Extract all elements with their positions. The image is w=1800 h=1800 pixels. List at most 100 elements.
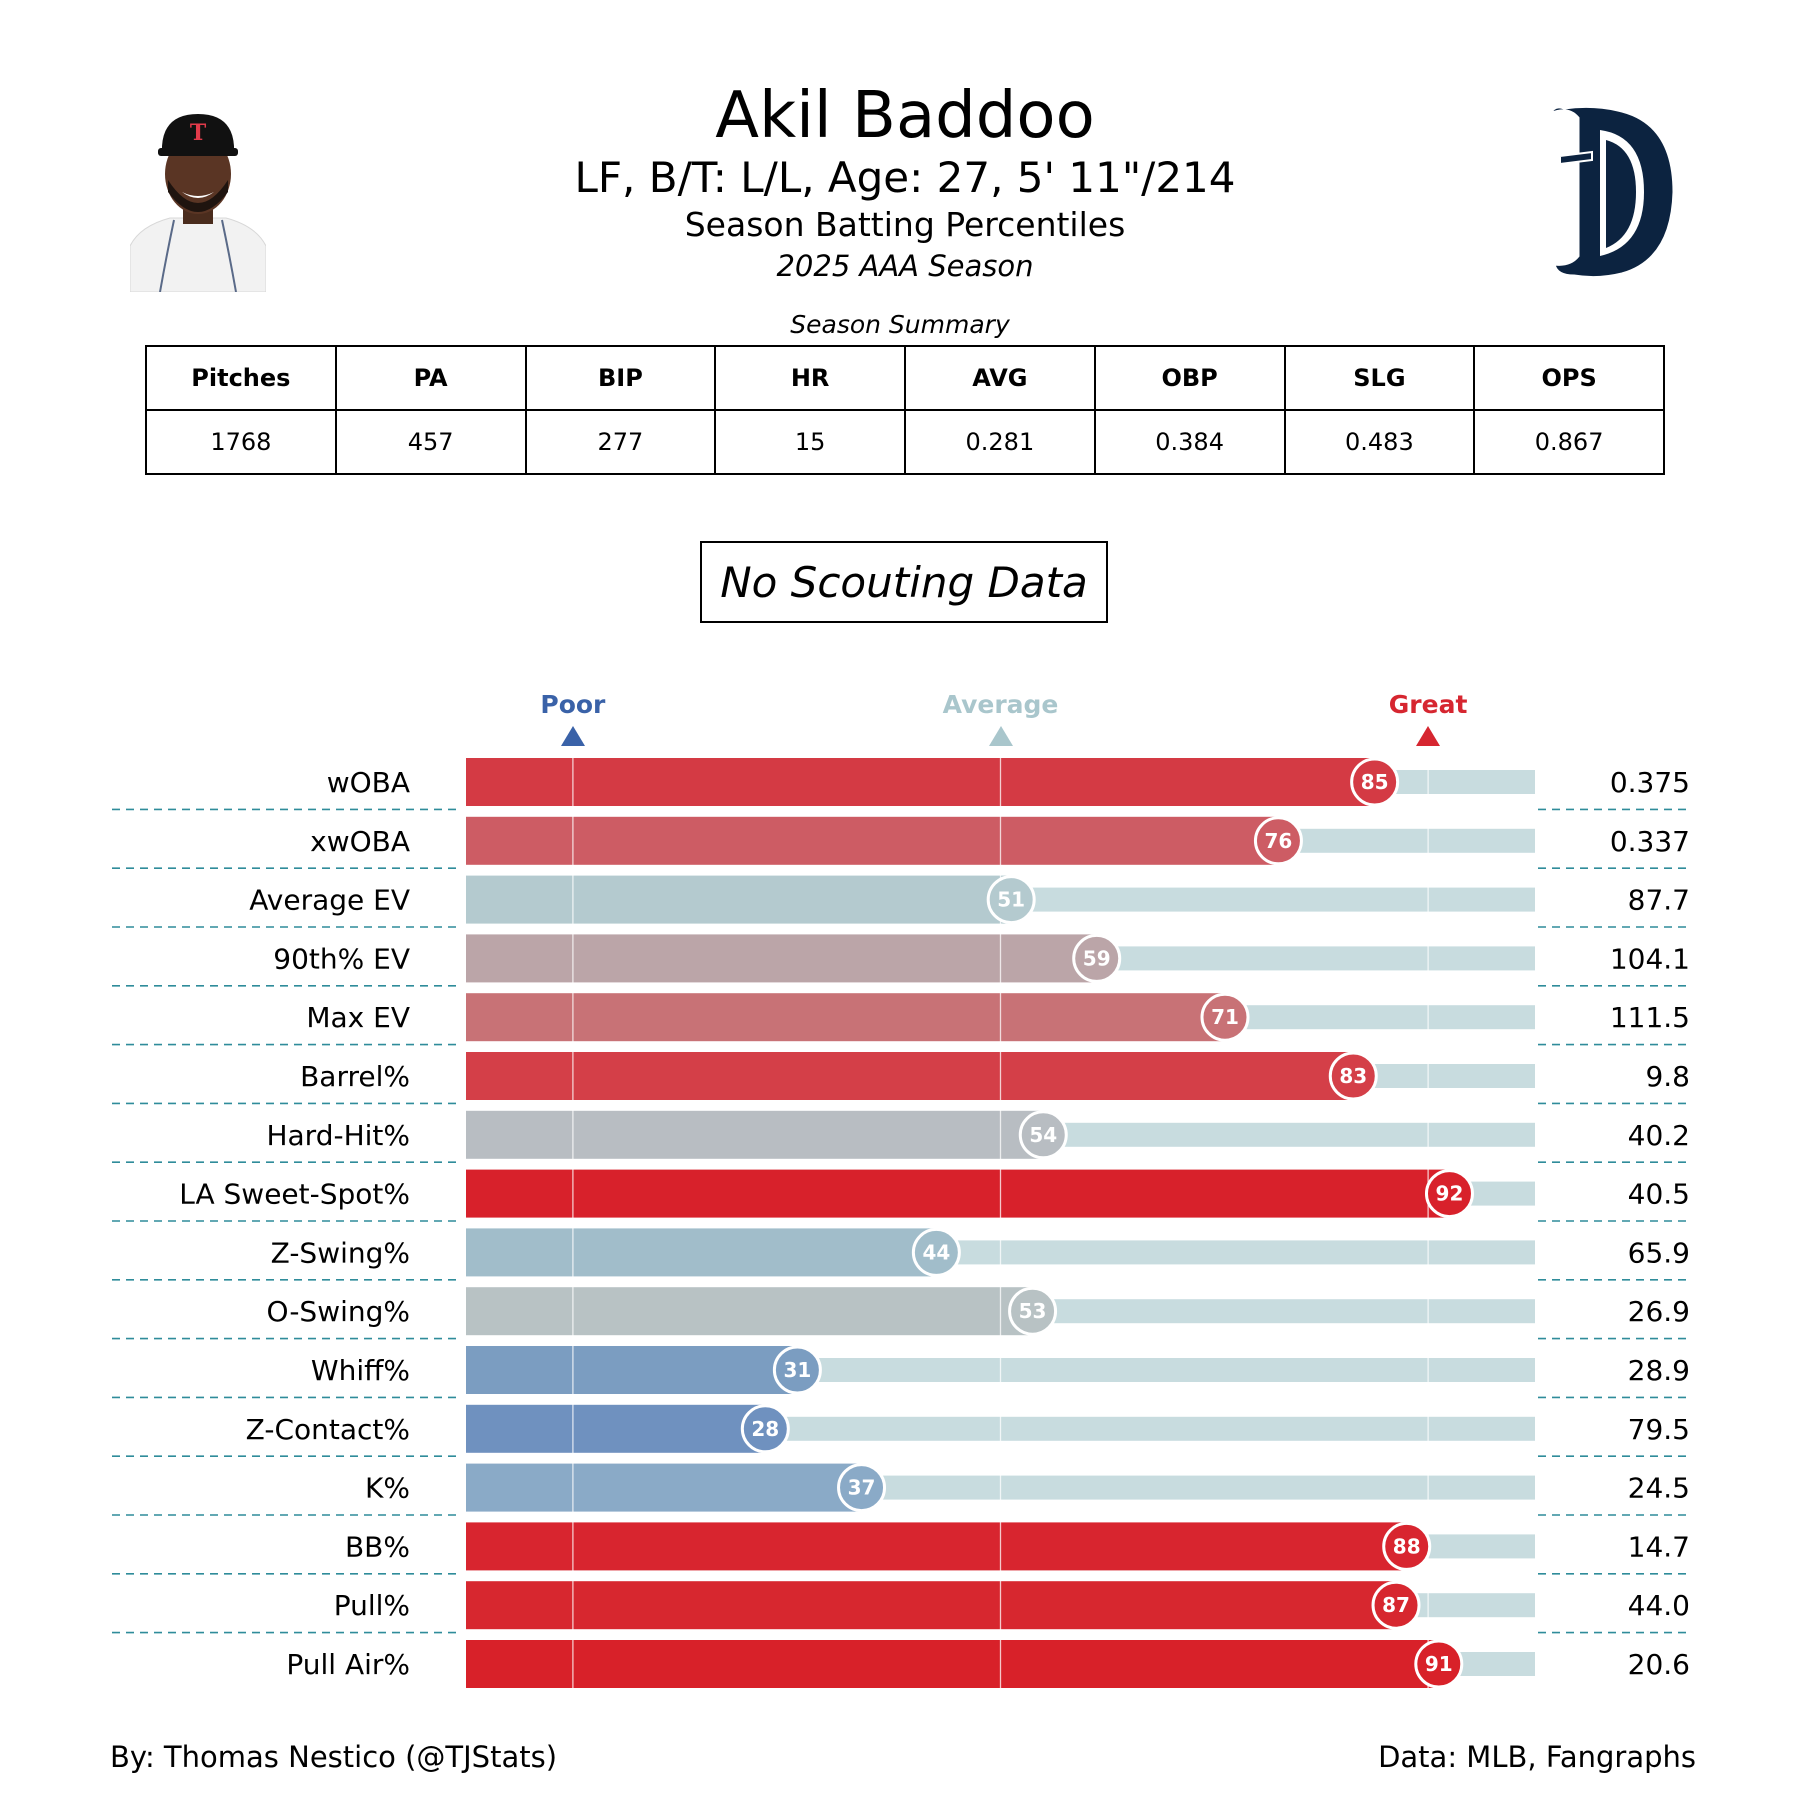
summary-header: AVG: [904, 345, 1096, 411]
percentile-marker: [1018, 1110, 1068, 1160]
metric-value: 44.0: [1628, 1589, 1690, 1622]
percentile-marker: [1382, 1521, 1432, 1571]
summary-header: SLG: [1283, 345, 1476, 411]
metric-label: K%: [365, 1472, 410, 1505]
percentile-label: 54: [1029, 1123, 1057, 1147]
percentile-bar: [466, 758, 1375, 806]
percentile-label: 88: [1393, 1534, 1421, 1558]
player-bio: LF, B/T: L/L, Age: 27, 5' 11"/214: [574, 153, 1236, 202]
summary-value: 0.281: [904, 409, 1096, 475]
metric-value: 104.1: [1610, 942, 1690, 975]
metric-label: Average EV: [249, 884, 410, 917]
metric-label: Max EV: [306, 1001, 410, 1034]
percentile-label: 53: [1019, 1299, 1047, 1323]
summary-header: Pitches: [145, 345, 337, 411]
percentile-marker: [1328, 1051, 1378, 1101]
percentile-bar: [466, 1110, 1044, 1159]
percentile-bar: [466, 1228, 937, 1277]
metric-label: Z-Swing%: [271, 1236, 410, 1269]
team-logo: [1540, 96, 1680, 286]
summary-value: 0.384: [1093, 409, 1286, 475]
percentile-bar: [466, 1052, 1354, 1100]
summary-header: HR: [714, 345, 906, 411]
percentile-marker: [1350, 757, 1400, 807]
svg-text:T: T: [190, 120, 207, 146]
metric-value: 0.375: [1610, 766, 1690, 799]
summary-value: 1768: [145, 409, 337, 475]
percentile-bar: [466, 993, 1225, 1042]
percentile-marker: [740, 1404, 790, 1454]
percentile-label: 37: [848, 1476, 876, 1500]
percentile-marker: [986, 875, 1036, 925]
metric-value: 26.9: [1628, 1295, 1690, 1328]
metric-value: 40.5: [1628, 1178, 1690, 1211]
percentile-marker: [1072, 933, 1122, 983]
percentile-label: 71: [1211, 1005, 1239, 1029]
percentile-bar: [466, 1640, 1439, 1688]
metric-value: 24.5: [1628, 1472, 1690, 1505]
metric-label: Pull%: [334, 1589, 410, 1622]
player-name: Akil Baddoo: [715, 79, 1095, 153]
legend-great-marker: [1416, 726, 1441, 746]
summary-header: PA: [334, 345, 527, 411]
percentile-label: 91: [1425, 1652, 1453, 1676]
percentile-marker: [1008, 1286, 1058, 1336]
metric-value: 0.337: [1610, 825, 1690, 858]
metric-label: Whiff%: [311, 1354, 410, 1387]
summary-header: OPS: [1473, 345, 1665, 411]
player-headshot: T: [130, 108, 266, 292]
percentile-label: 85: [1361, 770, 1389, 794]
summary-value-row: 1768 457 277 15 0.281 0.384 0.483 0.867: [145, 409, 1665, 475]
percentile-bar: [466, 1404, 766, 1453]
summary-value: 15: [714, 409, 906, 475]
percentile-bar: [466, 1522, 1407, 1571]
metric-label: 90th% EV: [273, 942, 410, 975]
percentile-bar: [466, 1287, 1033, 1336]
percentile-label: 92: [1436, 1182, 1464, 1206]
percentile-bar: [466, 1463, 862, 1512]
percentile-bar: [466, 1346, 798, 1394]
metric-label: O-Swing%: [267, 1295, 411, 1328]
metric-value: 65.9: [1628, 1236, 1690, 1269]
percentile-bar: [466, 816, 1279, 865]
season-label: 2025 AAA Season: [776, 249, 1034, 283]
metric-label: xwOBA: [310, 825, 410, 858]
percentile-label: 59: [1083, 946, 1111, 970]
summary-value: 0.867: [1473, 409, 1665, 475]
footer-credit: By: Thomas Nestico (@TJStats): [110, 1740, 558, 1774]
percentile-marker: [772, 1345, 822, 1395]
percentile-marker: [1253, 816, 1303, 866]
header: Akil Baddoo LF, B/T: L/L, Age: 27, 5' 11…: [0, 80, 1800, 286]
metric-value: 87.7: [1628, 884, 1690, 917]
summary-title: Season Summary: [790, 310, 1010, 339]
percentile-bar: [466, 1169, 1450, 1218]
metric-label: wOBA: [327, 766, 410, 799]
percentile-label: 87: [1382, 1593, 1410, 1617]
metric-value: 20.6: [1628, 1648, 1690, 1681]
metric-value: 9.8: [1645, 1060, 1690, 1093]
metric-label: Z-Contact%: [246, 1413, 410, 1446]
metric-label: Barrel%: [300, 1060, 410, 1093]
percentile-label: 44: [922, 1240, 950, 1264]
percentile-label: 76: [1265, 829, 1293, 853]
metric-value: 28.9: [1628, 1354, 1690, 1387]
summary-table: Pitches PA BIP HR AVG OBP SLG OPS 1768 4…: [145, 345, 1665, 475]
legend-average-label: Average: [942, 690, 1059, 719]
percentile-marker: [1371, 1580, 1421, 1630]
summary-value: 0.483: [1283, 409, 1476, 475]
footer-source: Data: MLB, Fangraphs: [1378, 1740, 1696, 1774]
metric-label: LA Sweet-Spot%: [179, 1178, 410, 1211]
summary-value: 457: [334, 409, 527, 475]
metric-value: 79.5: [1628, 1413, 1690, 1446]
legend-average-marker: [988, 726, 1013, 746]
metric-label: Pull Air%: [286, 1648, 410, 1681]
percentile-label: 28: [751, 1417, 779, 1441]
summary-header: BIP: [524, 345, 717, 411]
summary-header-row: Pitches PA BIP HR AVG OBP SLG OPS: [145, 345, 1665, 411]
percentile-bar: [466, 934, 1097, 983]
legend-poor-label: Poor: [540, 690, 606, 719]
percentile-marker: [837, 1463, 887, 1513]
chart-description: Season Batting Percentiles: [684, 205, 1126, 244]
percentile-bar: [466, 1581, 1397, 1630]
